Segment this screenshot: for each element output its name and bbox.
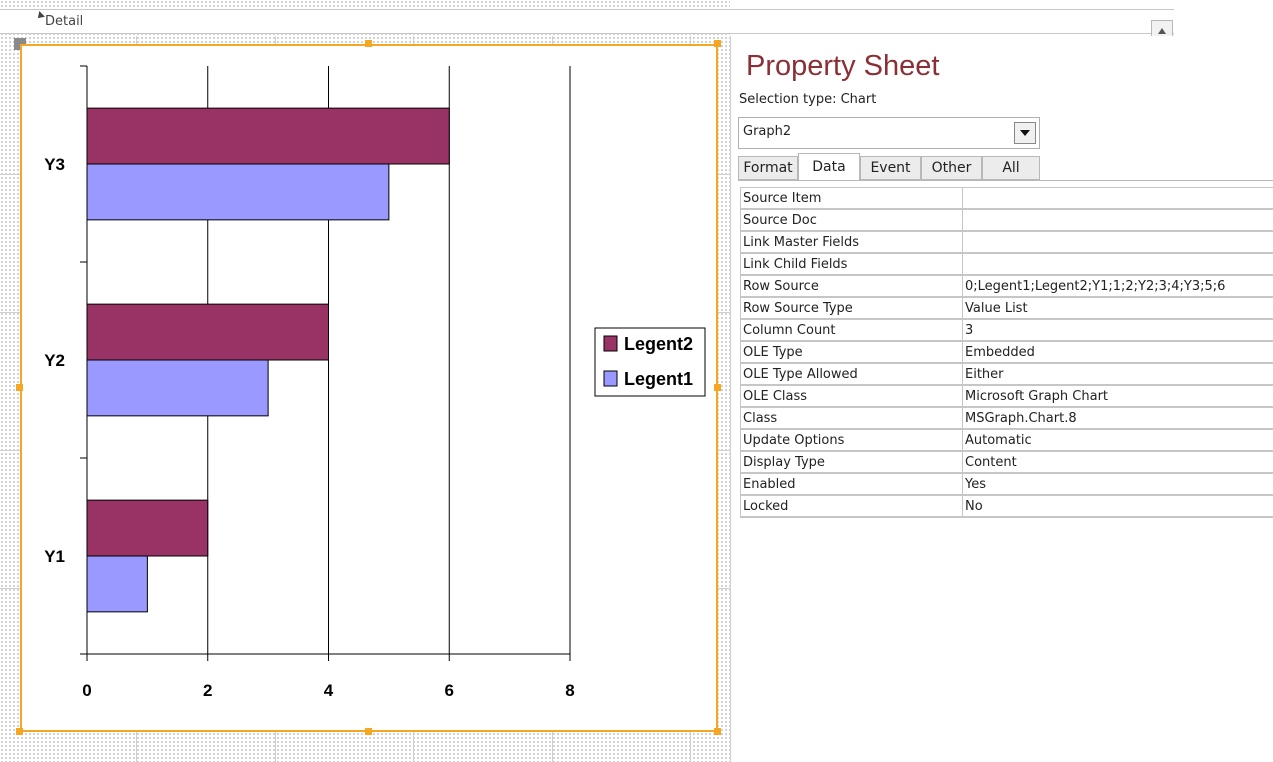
property-value[interactable]: Microsoft Graph Chart: [962, 384, 1273, 408]
resize-handle-left[interactable]: [16, 384, 23, 391]
property-row[interactable]: OLE Type Allowed Either: [740, 362, 1273, 386]
property-name: Row Source: [740, 274, 963, 298]
dropdown-arrow-icon[interactable]: [1014, 122, 1036, 144]
bar-legent1-y3: [86, 163, 390, 221]
property-row[interactable]: Class MSGraph.Chart.8: [740, 406, 1273, 430]
detail-section-bar[interactable]: Detail: [0, 9, 1174, 42]
property-row[interactable]: Row Source 0;Legent1;Legent2;Y1;1;2;Y2;3;…: [740, 274, 1273, 298]
property-sheet-title: Property Sheet: [746, 50, 940, 82]
property-name: Link Master Fields: [740, 230, 963, 254]
property-value[interactable]: Either: [962, 362, 1273, 386]
property-name: Enabled: [740, 472, 963, 496]
property-value[interactable]: [962, 252, 1273, 276]
property-row[interactable]: Link Master Fields: [740, 230, 1273, 254]
legend-swatch-legent2: [603, 335, 618, 352]
property-value[interactable]: Yes: [962, 472, 1273, 496]
bar-legent1-y2: [86, 359, 269, 417]
property-row[interactable]: OLE Class Microsoft Graph Chart: [740, 384, 1273, 408]
detail-section-label: Detail: [45, 14, 84, 29]
bar-chart: Y1 Y2 Y3 0 2 4 6 8 Legent2 Legent1: [44, 65, 706, 700]
bar-legent2-y2: [86, 303, 329, 361]
tab-event[interactable]: Event: [860, 156, 921, 180]
property-value[interactable]: Value List: [962, 296, 1273, 320]
property-name: OLE Type Allowed: [740, 362, 963, 386]
resize-handle-bottom-left[interactable]: [16, 728, 23, 735]
property-value[interactable]: [962, 230, 1273, 254]
property-row[interactable]: Enabled Yes: [740, 472, 1273, 496]
tab-data[interactable]: Data: [798, 153, 860, 181]
resize-handle-bottom-right[interactable]: [714, 728, 721, 735]
y-tick-label: Y3: [44, 155, 65, 174]
property-name: OLE Class: [740, 384, 963, 408]
bar-legent2-y3: [86, 107, 450, 165]
legend-swatch-legent1: [603, 370, 618, 387]
section-collapse-icon: [35, 11, 45, 21]
property-value[interactable]: 0;Legent1;Legent2;Y1;1;2;Y2;3;4;Y3;5;6: [962, 274, 1273, 298]
y-tick-label: Y2: [44, 351, 65, 370]
property-value[interactable]: 3: [962, 318, 1273, 342]
property-row[interactable]: OLE Type Embedded: [740, 340, 1273, 364]
property-name: OLE Type: [740, 340, 963, 364]
legend-label-legent2: Legent2: [624, 334, 693, 354]
x-tick-label: 0: [82, 681, 91, 700]
x-tick-label: 2: [203, 681, 212, 700]
bar-legent2-y1: [86, 499, 209, 557]
property-value[interactable]: No: [962, 494, 1273, 518]
property-name: Source Doc: [740, 208, 963, 232]
resize-handle-right[interactable]: [714, 384, 721, 391]
property-sheet: Property Sheet Selection type: Chart Gra…: [730, 36, 1273, 762]
chart-control[interactable]: Y1 Y2 Y3 0 2 4 6 8 Legent2 Legent1: [20, 44, 718, 732]
property-name: Source Item: [740, 187, 963, 210]
resize-handle-top[interactable]: [365, 40, 372, 47]
resize-handle-top-right[interactable]: [714, 40, 721, 47]
property-value[interactable]: Automatic: [962, 428, 1273, 452]
property-name: Column Count: [740, 318, 963, 342]
property-row[interactable]: Row Source Type Value List: [740, 296, 1273, 320]
property-value[interactable]: [962, 187, 1273, 210]
property-row[interactable]: Source Item: [740, 187, 1273, 210]
legend-label-legent1: Legent1: [624, 369, 693, 389]
x-tick-label: 8: [565, 681, 574, 700]
tab-other[interactable]: Other: [921, 156, 982, 180]
property-row[interactable]: Source Doc: [740, 208, 1273, 232]
property-grid: Source Item Source Doc Link Master Fields L…: [740, 187, 1273, 518]
tab-all[interactable]: All: [982, 156, 1040, 180]
property-row[interactable]: Locked No: [740, 494, 1273, 518]
tab-divider: [738, 180, 1273, 181]
property-name: Locked: [740, 494, 963, 518]
property-row[interactable]: Update Options Automatic: [740, 428, 1273, 452]
property-name: Row Source Type: [740, 296, 963, 320]
resize-handle-bottom[interactable]: [365, 728, 372, 735]
property-value[interactable]: MSGraph.Chart.8: [962, 406, 1273, 430]
property-value[interactable]: [962, 208, 1273, 232]
tab-format[interactable]: Format: [738, 156, 798, 180]
property-row[interactable]: Column Count 3: [740, 318, 1273, 342]
x-tick-label: 6: [445, 681, 454, 700]
property-tabs: Format Data Event Other All: [738, 153, 1273, 181]
property-value[interactable]: Content: [962, 450, 1273, 474]
x-tick-label: 4: [324, 681, 334, 700]
property-value[interactable]: Embedded: [962, 340, 1273, 364]
bar-legent1-y1: [86, 555, 148, 613]
property-name: Class: [740, 406, 963, 430]
design-surface[interactable]: Y1 Y2 Y3 0 2 4 6 8 Legent2 Legent1: [0, 0, 730, 762]
property-name: Update Options: [740, 428, 963, 452]
property-row[interactable]: Link Child Fields: [740, 252, 1273, 276]
object-selector-value: Graph2: [743, 124, 792, 139]
property-row[interactable]: Display Type Content: [740, 450, 1273, 474]
selection-type-label: Selection type: Chart: [739, 92, 877, 107]
property-name: Display Type: [740, 450, 963, 474]
property-name: Link Child Fields: [740, 252, 963, 276]
y-tick-label: Y1: [44, 547, 65, 566]
object-selector[interactable]: Graph2: [738, 117, 1040, 149]
